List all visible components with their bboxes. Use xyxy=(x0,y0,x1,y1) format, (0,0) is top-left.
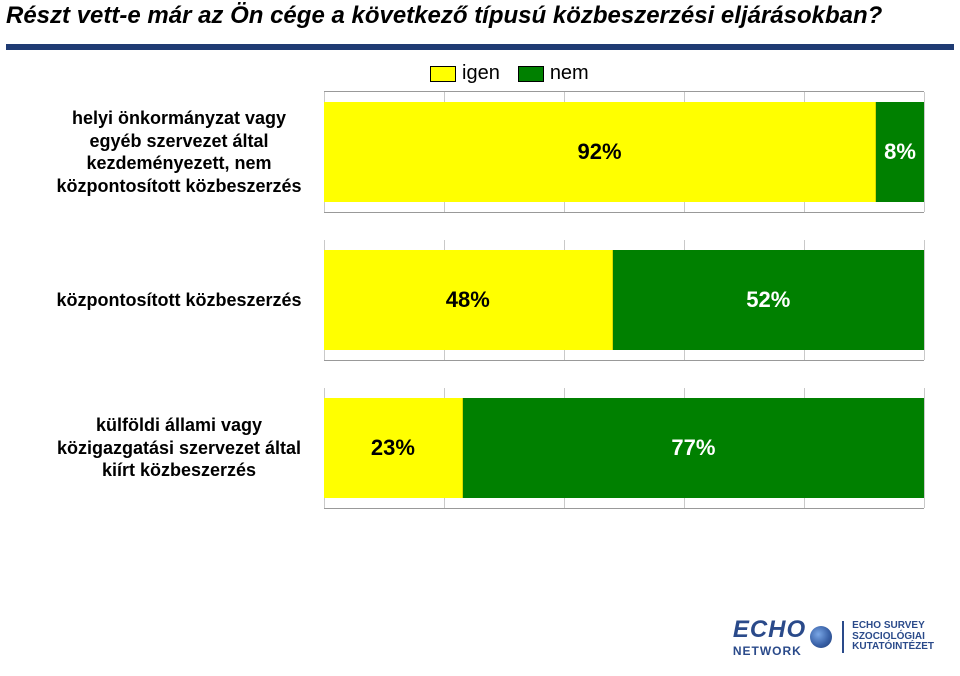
globe-icon xyxy=(810,626,832,648)
bar: 48% 52% xyxy=(324,250,924,350)
brand-logo: ECHO NETWORK xyxy=(733,616,832,658)
bar-segment-yes: 48% xyxy=(324,250,613,350)
row-label: külföldi állami vagy közigazgatási szerv… xyxy=(44,414,324,482)
row-label: helyi önkormányzat vagy egyéb szervezet … xyxy=(44,107,324,197)
brand-side: ECHO SURVEY SZOCIOLÓGIAI KUTATÓINTÉZET xyxy=(842,621,934,653)
legend-swatch-no xyxy=(518,66,544,82)
legend-swatch-yes xyxy=(430,66,456,82)
bar-segment-no: 52% xyxy=(613,250,924,350)
bar-segment-no: 77% xyxy=(463,398,924,498)
bar: 92% 8% xyxy=(324,102,924,202)
bar: 23% 77% xyxy=(324,398,924,498)
legend-label-yes: igen xyxy=(462,62,500,85)
legend-label-no: nem xyxy=(550,62,589,85)
brand-main: ECHO xyxy=(733,616,806,644)
brand-side-line: KUTATÓINTÉZET xyxy=(852,642,934,653)
bar-segment-no: 8% xyxy=(876,102,924,202)
bar-segment-yes: 23% xyxy=(324,398,463,498)
row-label: központosított közbeszerzés xyxy=(44,289,324,312)
bar-track: 92% 8% xyxy=(324,91,924,213)
bar-track: 48% 52% xyxy=(324,240,924,361)
page-title: Részt vett-e már az Ön cége a következő … xyxy=(0,2,960,30)
chart-row: külföldi állami vagy közigazgatási szerv… xyxy=(44,388,924,508)
legend-item-yes: igen xyxy=(430,62,500,85)
chart: helyi önkormányzat vagy egyéb szervezet … xyxy=(44,92,924,536)
legend: igen nem xyxy=(430,62,589,85)
title-divider xyxy=(6,44,954,50)
bar-track: 23% 77% xyxy=(324,388,924,509)
legend-item-no: nem xyxy=(518,62,589,85)
chart-row: helyi önkormányzat vagy egyéb szervezet … xyxy=(44,92,924,212)
chart-row: központosított közbeszerzés 48% 52% xyxy=(44,240,924,360)
footer: ECHO NETWORK ECHO SURVEY SZOCIOLÓGIAI KU… xyxy=(733,616,934,658)
bar-segment-yes: 92% xyxy=(324,102,876,202)
brand-sub: NETWORK xyxy=(733,644,806,658)
